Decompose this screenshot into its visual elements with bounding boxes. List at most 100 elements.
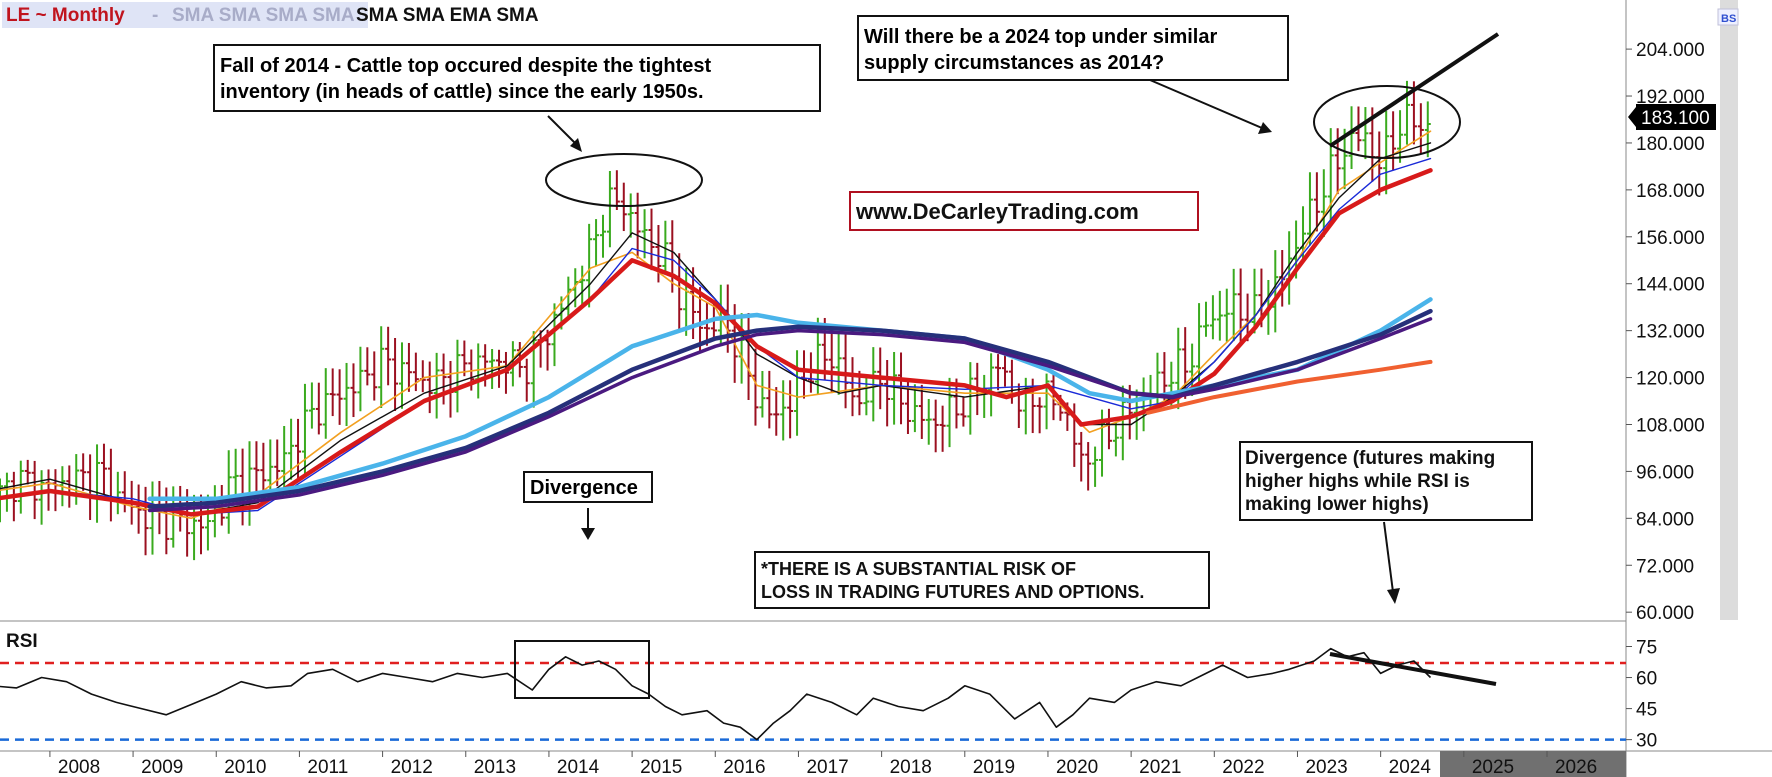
website-box: www.DeCarleyTrading.com: [849, 191, 1199, 231]
note-2014: Fall of 2014 - Cattle top occured despit…: [213, 44, 821, 112]
ohlc-bar: [336, 369, 343, 425]
ohlc-bar: [1209, 295, 1216, 340]
ohlc-bar: [1112, 422, 1119, 457]
price-axis-scrollbar[interactable]: [1720, 0, 1738, 620]
rsi-axis: 75 60 45 30: [1626, 637, 1657, 752]
ohlc-bar: [350, 363, 357, 418]
ohlc-bar: [613, 170, 620, 211]
ohlc-bar: [1397, 110, 1404, 163]
ohlc-bar: [0, 478, 3, 523]
ohlc-bar: [911, 384, 918, 433]
ohlc-bar: [301, 383, 308, 476]
ohlc-bar: [946, 377, 953, 448]
ohlc-bar: [1230, 268, 1237, 342]
ohlc-bar: [967, 362, 974, 435]
sma-fast-line: [0, 130, 1432, 520]
corner-badge-box[interactable]: [1717, 8, 1739, 26]
ohlc-bar: [433, 352, 440, 419]
ohlc-bar: [274, 439, 281, 487]
ohlc-bar: [412, 352, 419, 392]
ohlc-bar: [232, 448, 239, 501]
rsi-2014-box: [514, 640, 650, 699]
ohlc-bar: [398, 342, 405, 409]
ohlc-bar: [586, 223, 593, 308]
ohlc-bar: [1216, 290, 1223, 341]
ohlc-bar: [1078, 431, 1085, 482]
ohlc-bar: [787, 380, 794, 439]
ohlc-bar: [80, 453, 87, 491]
ohlc-bar: [634, 192, 641, 259]
ohlc-bar: [378, 326, 385, 409]
ohlc-bar: [405, 342, 412, 392]
time-tick-label: 2010: [224, 757, 266, 777]
ohlc-bar: [918, 384, 925, 439]
price-tick-label: 192.000: [1636, 87, 1705, 108]
future-time-area: [1440, 751, 1626, 777]
ohlc-bar: [308, 382, 315, 429]
ohlc-bar: [648, 208, 655, 271]
ohlc-bar: [995, 354, 1002, 391]
time-tick-label: 2025: [1472, 757, 1514, 777]
time-tick-label: 2024: [1389, 757, 1432, 777]
ohlc-bar: [267, 439, 274, 490]
rsi-series: [0, 647, 1432, 741]
ohlc-bar: [426, 361, 433, 414]
ohlc-bar: [766, 370, 773, 429]
price-tick-label: 96.000: [1636, 462, 1694, 483]
symbol-header-bg[interactable]: [2, 2, 368, 28]
arrow-2014-head: [570, 138, 582, 152]
sma-purple-line: [147, 317, 1433, 513]
sma-orange-line: [1145, 359, 1433, 415]
ohlc-bar: [1105, 408, 1112, 450]
ohlc-bar: [662, 220, 669, 275]
sma-navy-line: [147, 308, 1433, 509]
ohlc-bar: [364, 347, 371, 386]
time-tick-label: 2016: [723, 757, 765, 777]
divergence-right-line-2: higher highs while RSI is: [1245, 471, 1470, 492]
time-tick-label: 2014: [557, 757, 600, 777]
note-2014-line-2: inventory (in heads of cattle) since the…: [220, 81, 704, 103]
ohlc-bar: [1085, 442, 1092, 491]
ohlc-bar: [1362, 107, 1369, 160]
time-tick-label: 2023: [1305, 757, 1347, 777]
ohlc-bar: [1403, 80, 1410, 145]
ohlc-bar: [863, 376, 870, 416]
ohlc-bar: [1036, 397, 1043, 434]
ohlc-bar: [1390, 111, 1397, 171]
ohlc-bar: [773, 387, 780, 436]
rsi-tick-label: 30: [1636, 731, 1657, 752]
time-tick-label: 2012: [391, 757, 433, 777]
divergence-left: Divergence: [523, 471, 653, 503]
ohlc-bar: [38, 470, 45, 525]
ohlc-bar: [1161, 352, 1168, 401]
ohlc-bar: [24, 459, 31, 485]
price-tick-label: 144.000: [1636, 275, 1705, 296]
ohlc-bar: [253, 441, 260, 494]
ohlc-bar: [593, 219, 600, 266]
rsi-tick-label: 75: [1636, 637, 1657, 658]
divergence-right-line-3: making lower highs): [1245, 494, 1429, 515]
ohlc-bar: [703, 302, 710, 346]
ohlc-bar: [31, 460, 38, 520]
time-tick-label: 2026: [1555, 757, 1597, 777]
ohlc-bar: [343, 362, 350, 427]
header-dash: -: [152, 5, 158, 26]
risk-note-line-2: LOSS IN TRADING FUTURES AND OPTIONS.: [761, 582, 1144, 602]
price-tick-label: 84.000: [1636, 509, 1694, 530]
ohlc-bar: [371, 351, 378, 401]
ohlc-bar: [281, 426, 288, 494]
time-tick-label: 2018: [890, 757, 932, 777]
price-tick-label: 60.000: [1636, 603, 1694, 624]
ohlc-bar: [1320, 169, 1327, 237]
price-tick-label: 168.000: [1636, 181, 1705, 202]
last-price-value: 183.100: [1641, 108, 1710, 129]
ohlc-bar: [392, 338, 399, 411]
price-trendline: [1328, 32, 1500, 148]
studies-dim: SMA SMA SMA SMA: [172, 5, 355, 26]
ohlc-bar: [1050, 372, 1057, 421]
divergence-left-arrow-head: [581, 528, 595, 540]
ohlc-bar: [1223, 288, 1230, 342]
ohlc-bar: [461, 340, 468, 377]
time-tick-label: 2021: [1139, 757, 1181, 777]
